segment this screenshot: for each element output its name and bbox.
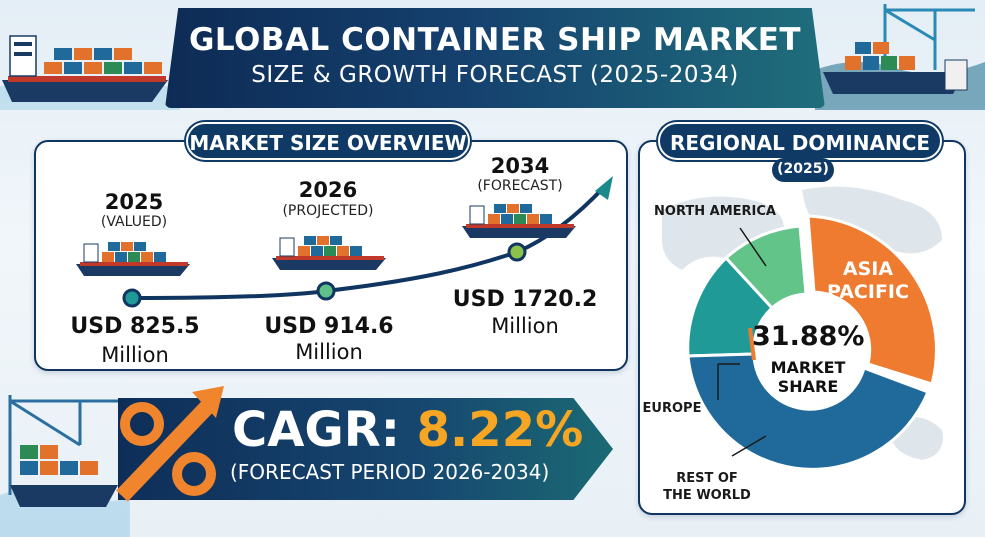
value-2025: USD 825.5 [70, 314, 200, 339]
ship-icon-2025 [76, 242, 190, 276]
market-share-label: MARKET SHARE [770, 358, 846, 396]
value-2025-unit: Million [101, 343, 169, 367]
percent-growth-icon [116, 386, 224, 502]
regional-donut-chart [686, 214, 938, 471]
slice-rest-of-world [686, 352, 930, 471]
label-north-america: NORTH AMERICA [654, 204, 776, 219]
regional-year: (2025) [772, 158, 834, 182]
port-illustration-top-right [815, 4, 985, 110]
header-banner [165, 8, 825, 108]
label-asia-pacific: ASIA PACIFIC [827, 258, 909, 303]
marker-2026 [316, 281, 336, 301]
market-share-value: 31.88% [752, 321, 865, 352]
cagr-period: (FORECAST PERIOD 2026-2034) [230, 460, 550, 484]
cagr-percentage: 8.22% [416, 402, 584, 458]
year-2026: 2026 [298, 178, 358, 202]
cagr-value: CAGR: 8.22% [232, 402, 583, 458]
ship-icon-2034 [462, 204, 576, 238]
year-2034: 2034 [490, 154, 550, 178]
year-2025-note: (VALUED) [100, 214, 168, 230]
page-title: GLOBAL CONTAINER SHIP MARKET [188, 22, 802, 58]
year-2025: 2025 [104, 190, 164, 214]
port-illustration-bottom-left [0, 395, 130, 537]
slice-asia-pacific [806, 214, 938, 386]
year-2034-note: (FORECAST) [477, 178, 563, 194]
value-2034: USD 1720.2 [452, 287, 598, 312]
page-subtitle: SIZE & GROWTH FORECAST (2025-2034) [251, 62, 739, 88]
regional-title: REGIONAL DOMINANCE [658, 122, 942, 160]
cagr-label-text: CAGR: [232, 402, 400, 458]
ship-illustration-top-left [0, 35, 180, 110]
label-europe: EUROPE [642, 401, 702, 416]
year-2026-note: (PROJECTED) [282, 203, 374, 219]
marker-2034 [507, 242, 527, 262]
value-2026-unit: Million [295, 340, 363, 364]
value-2026: USD 914.6 [264, 314, 394, 339]
marker-2025 [122, 288, 142, 308]
label-rest-of-world: REST OF THE WORLD [663, 471, 751, 503]
ship-icon-2026 [272, 236, 386, 270]
market-size-title: MARKET SIZE OVERVIEW [186, 122, 470, 160]
slice-north-america [723, 224, 808, 311]
value-2034-unit: Million [491, 314, 559, 338]
